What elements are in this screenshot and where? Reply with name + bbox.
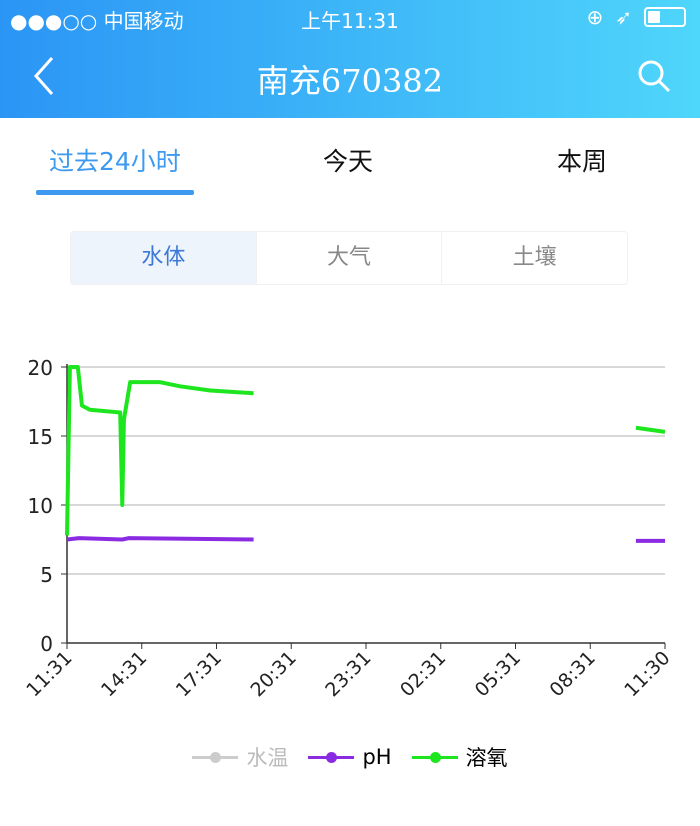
- series-line-溶氧: [65, 365, 254, 536]
- series-line-pH: [66, 536, 254, 542]
- active-tab-indicator: [36, 190, 194, 195]
- page-title: 南充670382: [256, 62, 444, 100]
- tab-today[interactable]: 今天: [323, 147, 374, 176]
- x-tick-label: 14:31: [97, 647, 151, 701]
- x-tick-label: 17:31: [172, 647, 226, 701]
- chart-legend: 水温 pH 溶氧: [0, 742, 700, 772]
- status-bar: ●●●○○ 中国移动 上午11:31 ⊕ ➶: [0, 5, 700, 33]
- legend-item-water-temp[interactable]: 水温: [192, 742, 288, 772]
- legend-label: 溶氧: [465, 746, 508, 770]
- rotation-lock-icon: ⊕: [586, 5, 604, 29]
- x-tick-label: 08:31: [546, 647, 600, 701]
- search-icon[interactable]: [636, 58, 672, 94]
- segment-air[interactable]: 大气: [257, 232, 443, 284]
- category-segmented-control: 水体 大气 土壤: [70, 231, 628, 285]
- legend-label: pH: [362, 745, 392, 769]
- x-tick-label: 23:31: [321, 647, 375, 701]
- x-tick-label: 20:31: [247, 647, 301, 701]
- x-tick-label: 02:31: [396, 647, 450, 701]
- tab-this-week[interactable]: 本周: [557, 147, 608, 176]
- legend-item-dissolved-oxygen[interactable]: 溶氧: [411, 742, 508, 772]
- y-tick-label: 20: [28, 356, 53, 380]
- legend-item-ph[interactable]: pH: [308, 745, 392, 769]
- segment-soil[interactable]: 土壤: [512, 245, 557, 270]
- tab-past-24h[interactable]: 过去24小时: [49, 147, 181, 176]
- y-tick-label: 10: [28, 494, 53, 518]
- header-bar: ●●●○○ 中国移动 上午11:31 ⊕ ➶ 南充670382: [0, 0, 700, 118]
- y-tick-label: 5: [40, 563, 53, 587]
- x-tick-label: 05:31: [471, 647, 525, 701]
- time-range-tabs: 过去24小时 今天 本周: [0, 118, 700, 198]
- series-line-溶氧: [635, 425, 666, 434]
- location-icon: ➶: [615, 5, 632, 29]
- legend-label: 水温: [246, 746, 289, 770]
- carrier: ●●●○○ 中国移动: [10, 9, 184, 33]
- y-tick-label: 0: [40, 632, 53, 656]
- segment-water[interactable]: 水体: [71, 232, 257, 284]
- clock: 上午11:31: [301, 9, 399, 33]
- x-tick-label: 11:30: [620, 647, 674, 701]
- battery-icon: [644, 7, 686, 27]
- back-icon[interactable]: [30, 54, 60, 98]
- y-tick-label: 15: [28, 425, 53, 449]
